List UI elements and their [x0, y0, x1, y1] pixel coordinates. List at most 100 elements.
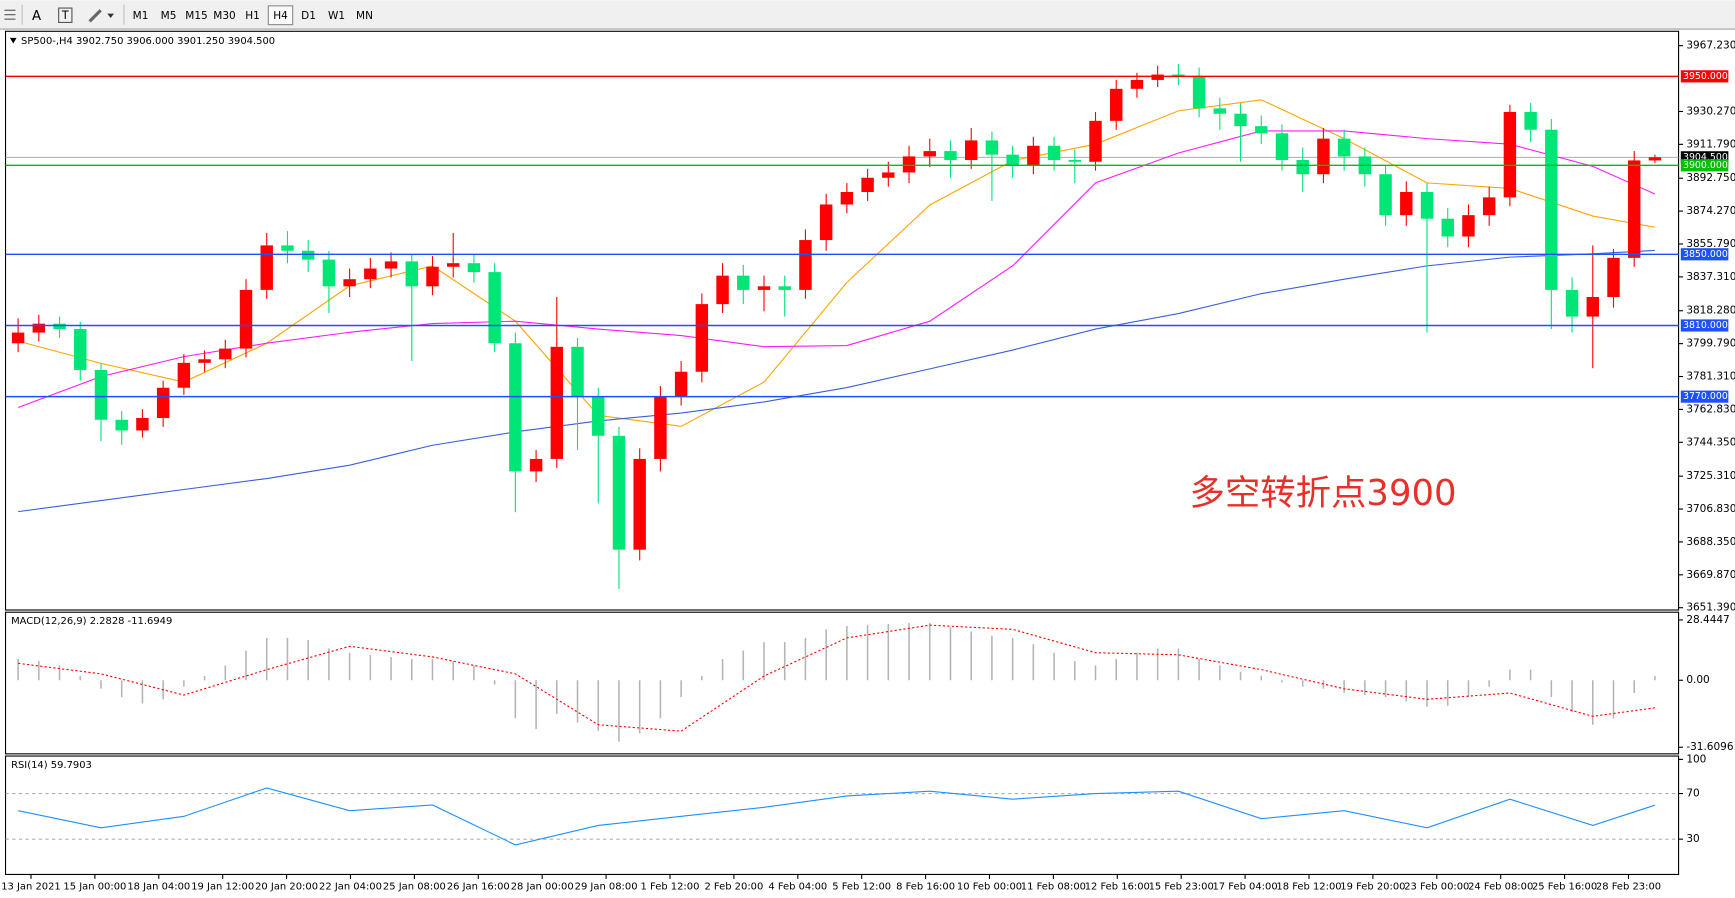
menu-icon[interactable] — [4, 9, 16, 20]
x-tick-label: 26 Jan 16:00 — [447, 882, 510, 893]
candle-body — [1503, 111, 1517, 198]
x-tick-label: 12 Feb 16:00 — [1085, 882, 1150, 893]
candle-body — [1006, 154, 1019, 166]
y-tick-label: 3967.230 — [1686, 40, 1735, 52]
label-tool[interactable]: T — [61, 9, 69, 22]
candle-body — [1482, 197, 1496, 216]
x-tick-label: 24 Feb 08:00 — [1468, 882, 1533, 893]
candle-body — [902, 156, 916, 173]
timeframe-button[interactable]: W1 — [328, 10, 345, 22]
candle-body — [115, 419, 128, 431]
x-tick-label: 18 Jan 04:00 — [127, 882, 190, 893]
candle-body — [1130, 79, 1144, 89]
moving-average — [18, 249, 1655, 513]
y-tick-label: 3911.790 — [1686, 138, 1735, 150]
timeframes: M1 M5 M15 M30 H1 H4 D1 W1 MN — [133, 5, 373, 26]
candle-body — [1565, 289, 1579, 317]
timeframe-button[interactable]: M30 — [213, 10, 235, 22]
candle-body — [343, 279, 356, 287]
candle-body — [1047, 145, 1061, 160]
candle-body — [674, 371, 688, 397]
x-tick-label: 11 Feb 08:00 — [1021, 882, 1086, 893]
text-tool[interactable]: A — [32, 9, 41, 24]
label-tool-box[interactable] — [58, 7, 73, 23]
candle-body — [239, 289, 253, 349]
candle-body — [136, 417, 149, 431]
candle-body — [964, 140, 978, 160]
candle-body — [923, 151, 936, 157]
x-tick-label: 13 Jan 2021 — [1, 882, 61, 893]
level-label: 3850.000 — [1683, 249, 1728, 260]
macd-panel — [4, 611, 1680, 755]
candle-body — [1462, 215, 1475, 237]
x-tick-label: 23 Feb 00:00 — [1404, 882, 1469, 893]
active-timeframe — [267, 5, 294, 26]
candle-body — [1027, 145, 1040, 166]
x-tick-label: 18 Feb 12:00 — [1276, 882, 1341, 893]
candle-body — [633, 458, 646, 550]
y-tick-label: 28.4447 — [1686, 614, 1729, 626]
candle-body — [74, 329, 87, 370]
candle-body — [654, 396, 667, 459]
rsi-line — [18, 787, 1656, 846]
x-tick-label: 28 Feb 23:00 — [1596, 882, 1661, 893]
x-tick-label: 25 Jan 08:00 — [383, 882, 446, 893]
candle-body — [737, 275, 750, 290]
candle-body — [156, 387, 170, 418]
x-tick-label: 29 Jan 08:00 — [575, 882, 638, 893]
candle-body — [1275, 133, 1289, 160]
timeframe-button[interactable]: MN — [356, 10, 373, 22]
y-tick-label: 3669.870 — [1686, 569, 1735, 581]
timeframe-button[interactable]: M5 — [161, 10, 177, 22]
timeframe-button[interactable]: M1 — [133, 10, 149, 22]
candle-body — [882, 172, 895, 178]
plots: 3967.230 3930.270 3911.790 3892.750 3874.270… — [1, 40, 1735, 893]
x-tick-label: 19 Jan 12:00 — [191, 882, 254, 893]
macd-header: MACD(12,26,9) 2.2828 -11.6949 — [11, 616, 172, 627]
level-label: 3900.000 — [1683, 160, 1728, 171]
y-tick-label: 3818.280 — [1686, 305, 1735, 317]
candle-body — [529, 458, 543, 472]
timeframe-button[interactable]: H1 — [245, 10, 260, 22]
y-tick-label: 3781.310 — [1686, 371, 1735, 383]
y-tick-label: 100 — [1686, 753, 1706, 765]
candle-body — [1420, 192, 1434, 219]
x-tick-label: 25 Feb 16:00 — [1532, 882, 1597, 893]
y-tick-label: 70 — [1686, 788, 1699, 800]
level-label-box — [1680, 70, 1729, 83]
candle-body — [32, 323, 46, 333]
candle-body — [861, 177, 874, 193]
y-tick-label: 3688.350 — [1686, 536, 1735, 548]
timeframe-button[interactable]: M15 — [185, 10, 207, 22]
x-tick-label: 2 Feb 20:00 — [704, 882, 763, 893]
candle-body — [426, 266, 439, 287]
x-tick-label: 5 Feb 12:00 — [832, 882, 891, 893]
candle-body — [571, 346, 584, 397]
candle-body — [384, 261, 398, 269]
candle-body — [1379, 174, 1392, 216]
candle-body — [1068, 159, 1082, 162]
candle-body — [281, 245, 294, 251]
timeframe-button[interactable]: H4 — [273, 10, 288, 22]
x-tick-label: 15 Feb 23:00 — [1149, 882, 1214, 893]
candle-body — [1213, 108, 1227, 114]
x-tick-label: 20 Jan 20:00 — [255, 882, 318, 893]
y-tick-label: 3874.270 — [1686, 205, 1735, 217]
timeframe-button[interactable]: D1 — [301, 10, 316, 22]
level-label-box — [1680, 248, 1729, 261]
candle-body — [944, 151, 957, 160]
y-tick-label: 3651.390 — [1686, 602, 1735, 614]
candle-body — [1110, 88, 1123, 121]
candle-body — [364, 268, 377, 280]
y-tick-label: 3855.790 — [1686, 238, 1735, 250]
candle-body — [799, 240, 812, 290]
candle-body — [1586, 296, 1599, 317]
x-tick-label: 10 Feb 00:00 — [957, 882, 1022, 893]
candle-body — [612, 435, 626, 550]
draw-tool[interactable] — [88, 9, 114, 23]
candle-body — [1234, 113, 1247, 127]
y-tick-label: 3762.830 — [1686, 403, 1735, 415]
y-tick-label: 3799.790 — [1686, 338, 1735, 350]
candle-body — [1255, 126, 1268, 134]
